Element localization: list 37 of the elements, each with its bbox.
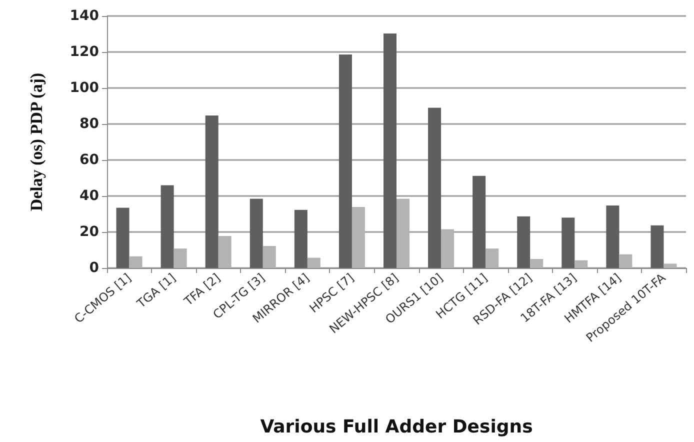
y-tick-label: 20 (80, 224, 100, 240)
y-tick-label: 80 (80, 116, 100, 132)
bar (619, 254, 632, 268)
y-axis-title: Delay (os) PDP (aj) (27, 72, 46, 212)
bar (174, 248, 187, 268)
y-tick-label: 0 (89, 260, 100, 276)
bar (530, 259, 544, 268)
bar (396, 198, 410, 268)
bar (472, 176, 486, 268)
bar (116, 208, 130, 268)
y-tick-label: 120 (70, 44, 100, 60)
y-tick-label: 140 (70, 8, 100, 24)
bar (338, 54, 352, 268)
bar (441, 229, 454, 268)
bar (160, 185, 174, 268)
y-tick-label: 100 (70, 80, 100, 96)
bar (562, 218, 575, 268)
bar (428, 108, 442, 268)
bar (307, 258, 320, 268)
bar (650, 225, 664, 268)
bar (664, 264, 677, 268)
bar (352, 206, 365, 268)
bar (205, 116, 218, 268)
bar (606, 206, 620, 268)
y-tick-label: 40 (80, 188, 100, 204)
x-tick-label: TGA [1] (134, 270, 178, 312)
bar (574, 260, 588, 268)
bar (384, 33, 396, 268)
bar (294, 210, 308, 268)
bar (218, 236, 232, 268)
x-axis-title: Various Full Adder Designs (260, 416, 533, 438)
bar (250, 198, 263, 268)
y-tick-label: 60 (80, 152, 100, 168)
bar (486, 248, 499, 268)
bar (129, 256, 142, 268)
bar (262, 246, 276, 268)
bar (517, 216, 530, 268)
